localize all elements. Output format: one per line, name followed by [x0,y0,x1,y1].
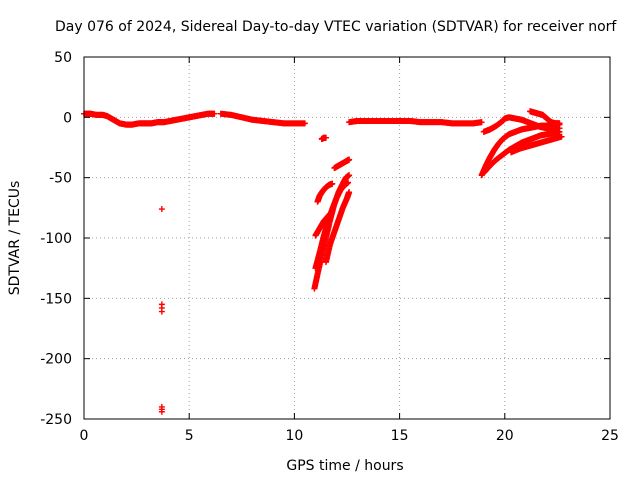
data-point [158,408,165,415]
x-tick-label: 10 [285,428,303,444]
y-tick-label: -200 [40,352,72,368]
data-point [211,110,218,117]
y-axis-label: SDTVAR / TECUs [7,181,23,296]
data-point [558,133,565,140]
data-point [345,179,352,186]
data-point [158,206,165,213]
x-tick-label: 15 [391,428,409,444]
tick-layer: 0 5 10 15 20 25 50 0 -50 -100 -150 -200 -250 [40,50,619,444]
x-axis-label: GPS time / hours [286,458,403,474]
x-tick-label: 5 [185,428,194,444]
data-point [346,156,353,163]
y-tick-label: -250 [40,412,72,428]
data-point [329,180,336,187]
data-point [158,308,165,315]
x-tick-label: 0 [80,428,89,444]
y-tick-label: -50 [49,171,72,187]
data-point [346,172,353,179]
data-point [346,189,353,196]
data-layer [81,108,565,415]
data-point [556,120,563,127]
x-tick-label: 25 [601,428,619,444]
y-tick-label: -150 [40,291,72,307]
data-point [322,134,329,141]
data-point [478,119,485,126]
x-tick-label: 20 [496,428,514,444]
y-tick-label: 50 [54,50,72,66]
y-tick-label: 0 [63,110,72,126]
data-point [301,120,308,127]
y-tick-label: -100 [40,231,72,247]
chart-title: Day 076 of 2024, Sidereal Day-to-day VTE… [55,19,617,35]
data-point [329,208,336,215]
